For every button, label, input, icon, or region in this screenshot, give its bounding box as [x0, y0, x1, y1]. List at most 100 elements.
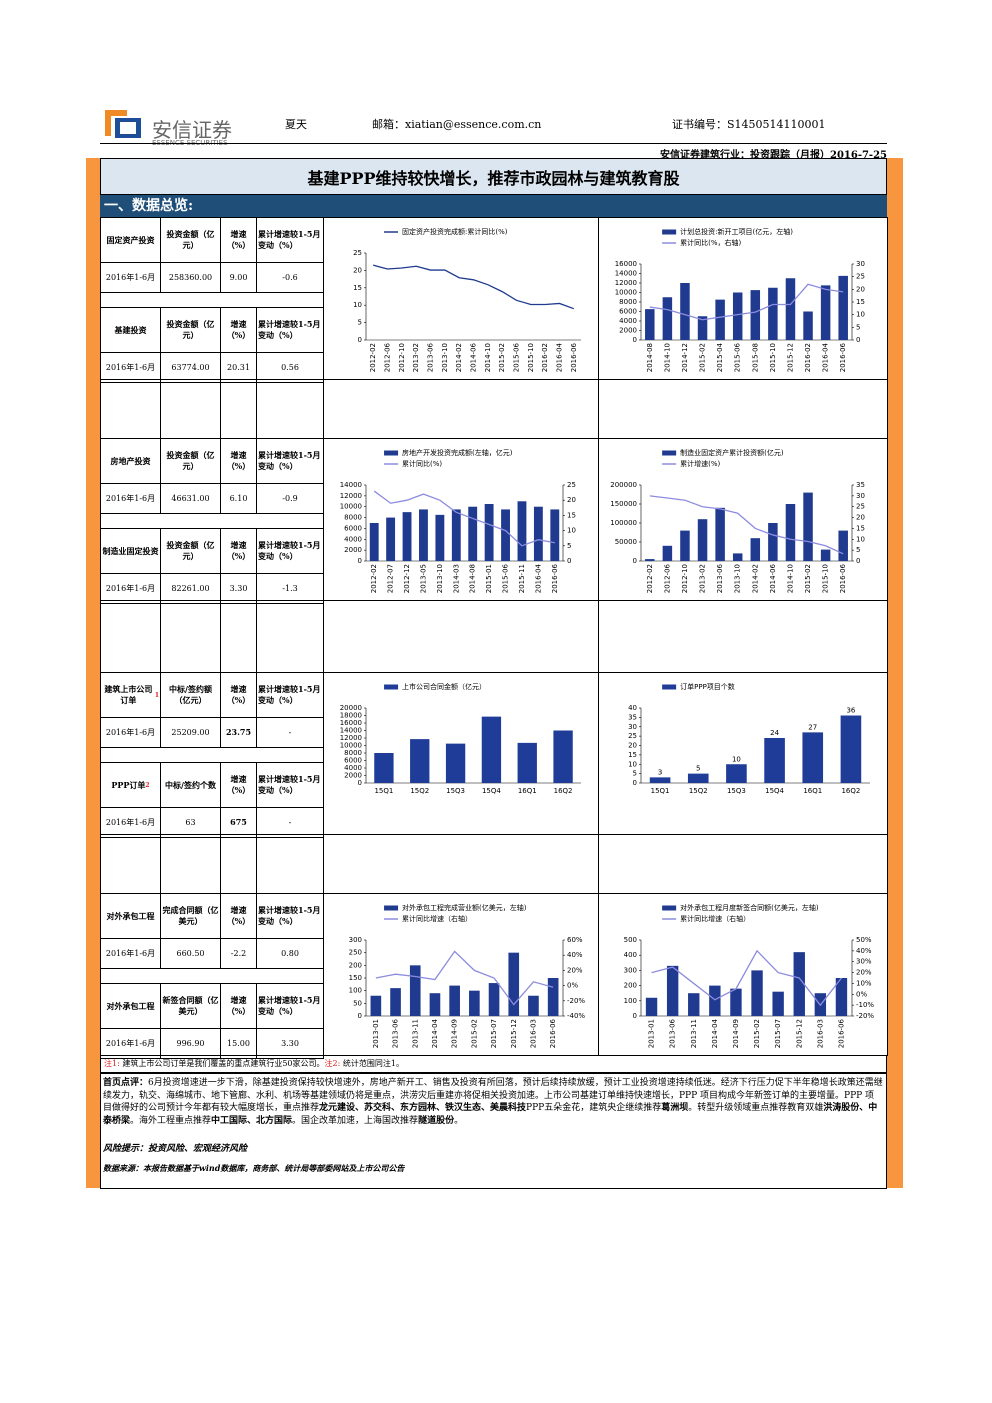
x-tick-label: 2015-12 — [510, 1019, 518, 1048]
company: 安信证券 — [152, 118, 232, 142]
legend-label: 固定资产投资完成额:累计同比(%) — [402, 227, 508, 236]
bar — [533, 506, 543, 561]
tick-label: 2000 — [344, 772, 362, 780]
header-cell: 累计增速较1-5月变动（%） — [256, 983, 324, 1029]
line — [375, 950, 554, 1006]
tick-label: 10 — [856, 311, 865, 319]
x-tick-label: 2016-06 — [551, 563, 559, 593]
bar — [429, 993, 441, 1016]
x-tick-label: 2013-06 — [427, 342, 435, 372]
bar — [697, 519, 708, 561]
comment-part: 中工国际、北方国际 — [211, 1115, 293, 1126]
tick-label: -20% — [567, 997, 585, 1005]
x-tick-label: 2013-10 — [441, 343, 449, 372]
blank-row — [100, 968, 324, 984]
bar — [666, 965, 679, 1016]
bar — [649, 777, 671, 783]
header-cell: 中标/签约个数 — [160, 762, 221, 808]
chart: 0 2000 4000 6000 8000 10000 12000 14000 0 5 10 15 20… — [340, 448, 576, 593]
tick-label: 15 — [628, 751, 637, 759]
comment-box — [100, 1073, 887, 1189]
x-tick-label: 2014-06 — [769, 563, 777, 593]
risk: 风险提示：投资风险、宏观经济风险 — [103, 1144, 248, 1154]
cell-text: 投资金额（亿元） — [166, 319, 215, 340]
header-cell: 增速（%） — [220, 528, 257, 574]
x-tick-label: 2016-06 — [549, 1018, 557, 1048]
chart: 0 50000 100000 150000 200000 0 5 10 15 20 25 30 35 20… — [610, 448, 865, 593]
data-cell: 675 — [220, 807, 257, 838]
cell-text: 增速（%） — [226, 540, 251, 561]
cell-text: 对外承包工程 — [106, 910, 155, 921]
bar — [547, 978, 559, 1016]
x-tick-label: 2016-03 — [816, 1019, 824, 1048]
header-cell: 增速（%） — [220, 438, 257, 484]
x-tick-label: 2014-09 — [451, 1019, 459, 1048]
bar — [451, 509, 461, 561]
tick-label: 20 — [856, 285, 865, 293]
tick-label: 10000 — [615, 289, 637, 297]
legend-label: 上市公司合同金额（亿元） — [402, 682, 486, 691]
header-cell: 增速（%） — [220, 672, 257, 718]
note-part: 统计范围同注1。 — [340, 1059, 404, 1068]
header-cell: 投资金额（亿元） — [160, 528, 221, 574]
data-cell: 15.00 — [220, 1028, 257, 1059]
legend-label: 制造业固定资产累计投资额(亿元) — [680, 448, 784, 457]
cell-text: 累计增速较1-5月变动（%） — [258, 450, 321, 471]
bar — [697, 316, 708, 340]
comment-part: 首页点评： — [103, 1078, 149, 1088]
bar — [468, 506, 478, 561]
tick-label: 15 — [856, 298, 865, 306]
data-cell: 2016年1-6月 — [100, 483, 161, 514]
bar — [386, 517, 396, 561]
bar — [680, 530, 690, 561]
legend-label: 累计同比增速（右轴） — [680, 914, 750, 923]
tick-label: 6000 — [344, 757, 362, 765]
line — [373, 490, 555, 547]
cell-text: 累计增速较1-5月变动（%） — [258, 684, 321, 705]
line — [651, 949, 842, 1007]
x-tick-label: 2015-12 — [795, 1019, 803, 1048]
bar — [793, 952, 805, 1016]
data-cell: 9.00 — [220, 262, 257, 293]
x-tick-label: 2013-05 — [419, 564, 427, 593]
bar — [715, 507, 725, 561]
data-cell: - — [256, 717, 324, 748]
header-cell: 固定资产投资 — [100, 217, 161, 263]
tick-label: 10 — [856, 535, 865, 543]
email: 邮箱：xiatian@essence.com.cn — [372, 118, 542, 131]
bar — [709, 985, 721, 1016]
bar — [820, 549, 831, 561]
x-tick-label: 2012-10 — [681, 564, 689, 593]
chart: 0200040006000800010000120001400016000180… — [340, 682, 581, 795]
bar — [732, 553, 743, 561]
tick-label: 20000 — [340, 704, 362, 712]
logo — [105, 110, 141, 138]
comment-part: 隧道股份 — [418, 1115, 455, 1126]
x-tick-label: 2015-02 — [804, 564, 812, 593]
x-tick-label: 2013-01 — [648, 1019, 656, 1048]
tick-label: 20 — [353, 266, 362, 274]
bar — [687, 773, 709, 783]
tick-label: 25 — [856, 273, 865, 281]
header-cell: PPP订单 2 — [100, 762, 161, 808]
tick-label: 8000 — [619, 298, 637, 306]
source: 数据来源：本报告数据基于wind数据库，商务部、统计局等部委网站及上市公司公告 — [103, 1163, 405, 1173]
bar — [662, 297, 673, 340]
x-tick-label: 16Q1 — [803, 787, 822, 795]
x-tick-label: 2012-02 — [646, 564, 654, 593]
x-tick-label: 2016-06 — [839, 342, 847, 372]
bar — [374, 753, 394, 783]
tick-label: 15 — [353, 284, 362, 292]
cell-text: 投资金额（亿元） — [166, 229, 215, 250]
title: 基建PPP维持较快增长，推荐市政园林与建筑教育股 — [100, 158, 887, 195]
chart: 0 100 200 300 400 500 -20% -10% 0% 10% 20% 30% 40% 50… — [624, 903, 875, 1048]
tick-label: 5 — [856, 323, 860, 331]
legend-label: 房地产开发投资完成额(左轴，亿元) — [402, 448, 513, 457]
data-cell: 660.50 — [160, 938, 221, 969]
cell-text: 房地产投资 — [110, 455, 151, 466]
cell-text: 增速（%） — [226, 319, 251, 340]
tick-label: 16000 — [615, 260, 637, 268]
bar — [645, 997, 658, 1016]
x-tick-label: 16Q1 — [518, 787, 537, 795]
x-tick-label: 2015-10 — [527, 343, 535, 372]
